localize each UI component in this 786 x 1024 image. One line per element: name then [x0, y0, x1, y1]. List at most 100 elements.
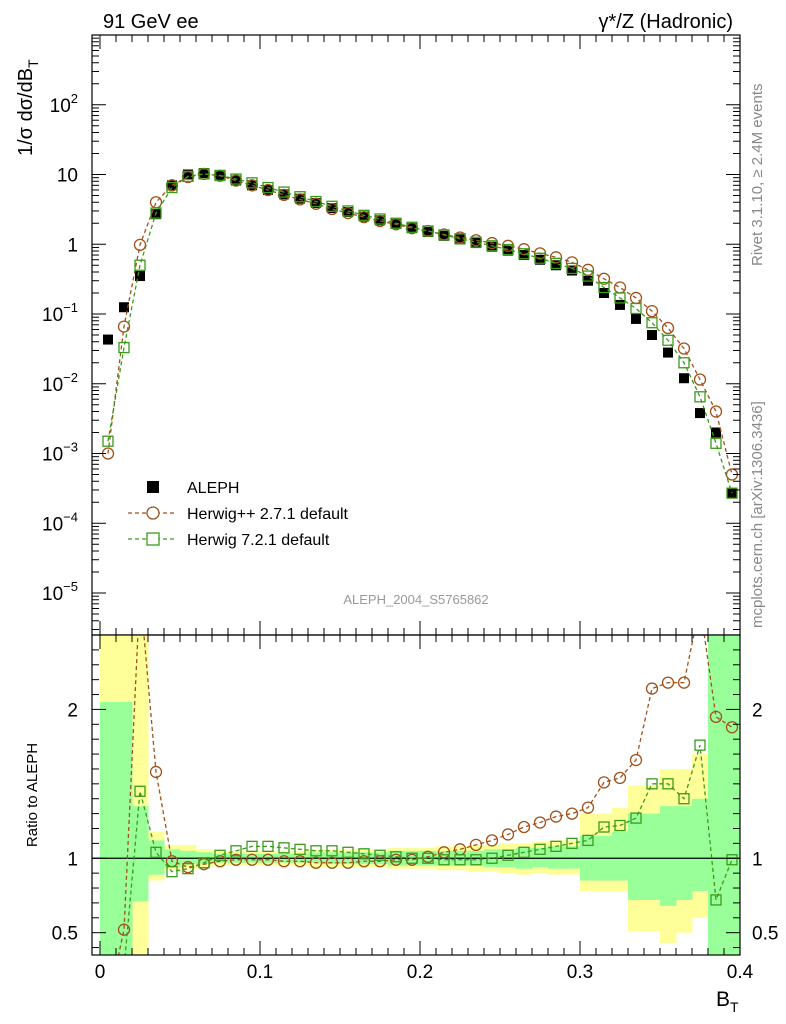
data-point-herwig7 — [166, 181, 178, 194]
ratio-point-herwig7 — [262, 840, 274, 852]
data-point-herwig7 — [374, 213, 386, 225]
data-point-herwig7 — [438, 229, 450, 241]
band-green — [724, 635, 740, 955]
ratio-y-tick-label-right: 0.5 — [752, 924, 778, 945]
ratio-point-herwigpp — [103, 999, 114, 1010]
data-point-aleph — [439, 230, 449, 241]
ratio-point-herwig7 — [150, 846, 162, 858]
ratio-point-herwig7 — [470, 854, 482, 866]
ratio-point-herwigpp — [309, 856, 323, 869]
band-green — [660, 806, 677, 906]
ratio-point-herwig7 — [166, 866, 178, 878]
ratio-point-herwigpp — [613, 771, 627, 785]
band-green — [100, 701, 117, 955]
data-point-herwig7 — [470, 236, 482, 248]
ratio-point-herwig7 — [182, 863, 194, 875]
data-point-herwig7 — [662, 334, 674, 346]
ratio-point-herwigpp — [373, 855, 387, 868]
data-point-aleph — [119, 302, 129, 313]
data-point-herwig7 — [358, 209, 370, 221]
data-point-herwigpp — [549, 251, 563, 264]
legend-marker — [147, 481, 159, 493]
main-data-layer — [101, 167, 739, 499]
ratio-point-herwig7 — [294, 843, 306, 855]
band-green — [116, 701, 133, 955]
ratio-point-herwigpp — [517, 820, 531, 834]
band-green — [628, 813, 645, 900]
legend-marker — [146, 532, 160, 546]
ratio-point-herwigpp — [149, 765, 163, 779]
x-tick-label: 0.1 — [247, 962, 273, 983]
ratio-point-herwig7 — [534, 843, 546, 855]
data-point-aleph — [103, 334, 113, 345]
ratio-point-herwig7 — [310, 845, 322, 857]
ratio-x-axis-label: BT — [716, 988, 739, 1015]
data-point-aleph — [247, 180, 257, 191]
data-point-herwigpp — [117, 320, 131, 333]
data-point-herwig7 — [118, 341, 130, 354]
x-tick-label: 0 — [95, 962, 106, 983]
data-point-herwigpp — [613, 281, 627, 294]
ratio-point-herwigpp — [725, 721, 739, 734]
data-point-herwigpp — [645, 304, 659, 318]
ratio-point-herwig7 — [550, 840, 562, 852]
x-tick-label: 0.4 — [727, 962, 754, 983]
ratio-point-herwig7 — [103, 998, 113, 1008]
data-point-herwig7 — [614, 292, 626, 304]
data-point-herwig7 — [550, 257, 562, 270]
ratio-point-herwig7 — [358, 848, 370, 860]
data-point-herwig7 — [150, 207, 162, 219]
data-point-herwig7 — [102, 435, 114, 447]
data-point-aleph — [679, 373, 689, 384]
ratio-point-herwig7 — [119, 963, 129, 973]
ratio-point-herwigpp — [565, 807, 579, 820]
data-point-herwig7 — [262, 181, 274, 194]
data-point-herwig7 — [694, 391, 706, 403]
band-green — [692, 798, 709, 891]
data-point-aleph — [631, 313, 641, 324]
ratio-y-tick-label-right: 2 — [752, 700, 763, 721]
data-point-herwig7 — [518, 248, 530, 260]
ratio-point-herwig7 — [662, 778, 674, 790]
data-point-aleph — [183, 169, 193, 180]
ratio-point-herwig7 — [566, 837, 578, 850]
data-point-aleph — [455, 234, 465, 245]
data-point-herwig7 — [710, 437, 722, 449]
data-point-herwigpp — [661, 321, 675, 335]
x-tick-label: 0.2 — [407, 962, 433, 983]
data-point-aleph — [199, 168, 209, 179]
ratio-point-herwig7 — [438, 854, 450, 866]
y-tick-label: 1 — [67, 235, 78, 256]
data-point-herwig7 — [230, 173, 242, 185]
ratio-point-herwig7 — [230, 845, 242, 857]
data-point-aleph — [695, 408, 705, 419]
ratio-point-herwigpp — [533, 816, 547, 829]
ratio-point-herwigpp — [695, 600, 706, 611]
y-tick-label: 10−1 — [42, 300, 78, 326]
data-point-herwig7 — [630, 302, 642, 315]
ratio-point-herwig7 — [518, 846, 530, 858]
ratio-point-herwigpp — [277, 855, 291, 868]
ratio-y-axis-label: Ratio to ALEPH — [24, 743, 41, 847]
band-green — [708, 635, 725, 955]
data-point-herwig7 — [422, 225, 434, 237]
ratio-point-herwig7 — [630, 812, 642, 824]
ratio-point-herwig7 — [646, 778, 658, 790]
data-point-aleph — [471, 238, 481, 249]
data-point-aleph — [343, 206, 353, 217]
data-point-herwig7 — [566, 262, 578, 275]
ratio-point-herwig7 — [342, 846, 354, 858]
ratio-point-herwigpp — [117, 923, 131, 936]
ratio-point-herwigpp — [469, 838, 483, 852]
data-point-herwig7 — [214, 169, 226, 182]
data-point-aleph — [567, 265, 577, 276]
data-point-herwig7 — [390, 217, 402, 229]
data-point-aleph — [359, 211, 369, 222]
data-point-herwig7 — [598, 281, 610, 294]
data-point-aleph — [279, 189, 289, 200]
data-point-aleph — [647, 330, 657, 340]
band-green — [180, 850, 197, 865]
main-x-axis-ticks — [99, 35, 741, 635]
data-point-herwig7 — [454, 233, 466, 245]
data-point-aleph — [407, 223, 417, 234]
